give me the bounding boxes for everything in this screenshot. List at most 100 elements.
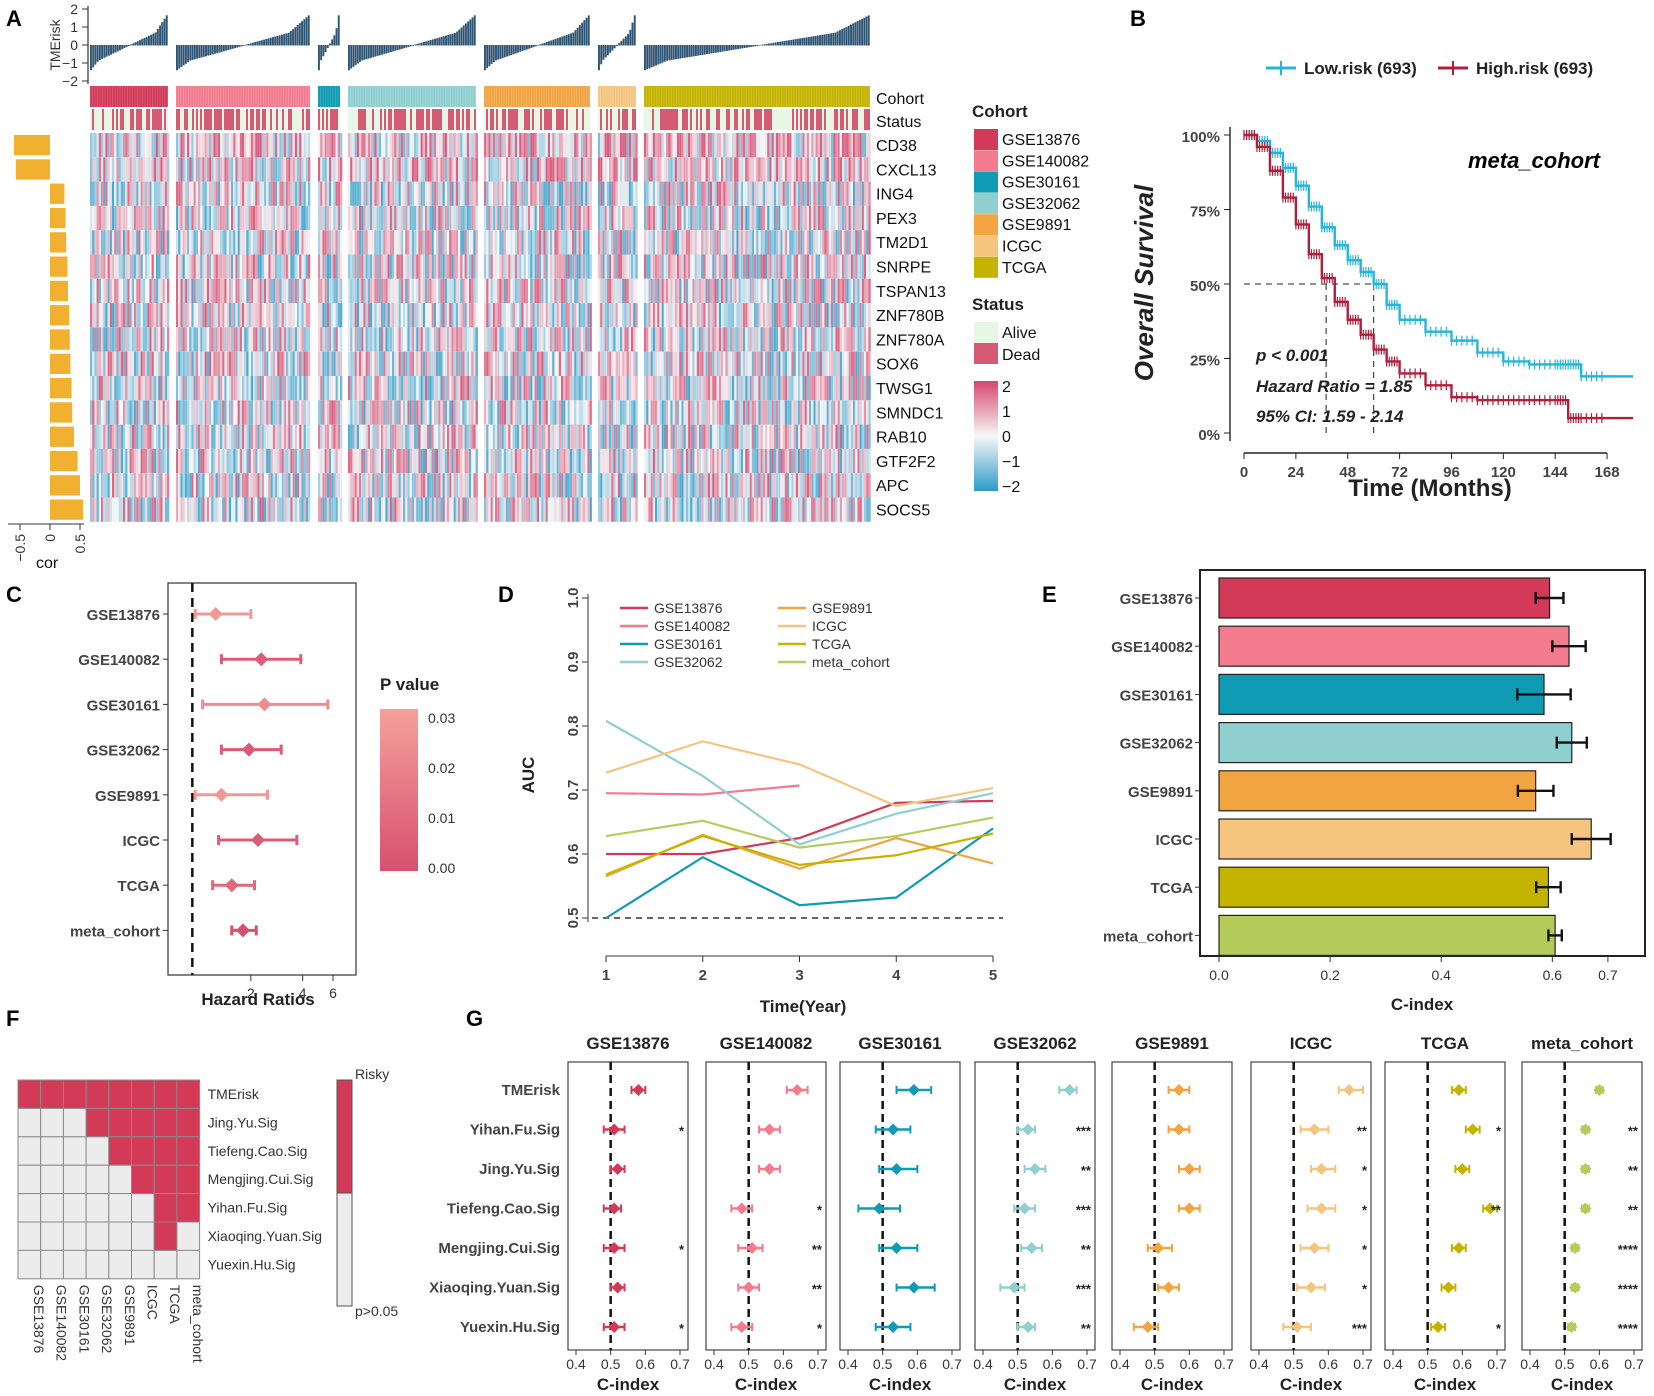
heatmap-cell bbox=[270, 254, 273, 279]
heatmap-cell bbox=[372, 133, 375, 158]
heatmap-cell bbox=[420, 254, 423, 279]
heatmap-cell-bg bbox=[503, 181, 507, 206]
heatmap-cell bbox=[469, 181, 472, 206]
heatmap-cell bbox=[462, 230, 465, 255]
heatmap-cell bbox=[644, 230, 647, 255]
heatmap-cell-bg bbox=[436, 205, 439, 231]
heatmap-cell-bg bbox=[333, 157, 336, 182]
heatmap-cell-bg bbox=[578, 133, 581, 158]
tmerisk-bar bbox=[307, 15, 310, 46]
heatmap-cell bbox=[337, 133, 341, 158]
heatmap-cell-bg bbox=[811, 181, 814, 206]
tmerisk-bar bbox=[865, 16, 868, 46]
heatmap-cell bbox=[815, 133, 818, 158]
heatmap-cell bbox=[394, 230, 397, 255]
heatmap-cell bbox=[193, 230, 196, 255]
heatmap-cell bbox=[663, 181, 667, 206]
heatmap-cell bbox=[694, 254, 697, 279]
heatmap-cell bbox=[352, 181, 355, 206]
heatmap-cell bbox=[670, 181, 673, 206]
heatmap-cell bbox=[547, 230, 551, 255]
status-cell bbox=[610, 109, 612, 130]
status-cell bbox=[570, 109, 572, 130]
heatmap-cell bbox=[648, 181, 651, 206]
heatmap-cell-bg bbox=[666, 205, 669, 231]
heatmap-cell-bg bbox=[811, 157, 814, 182]
heatmap-cell bbox=[567, 181, 570, 206]
heatmap-cell bbox=[322, 181, 325, 206]
heatmap-cell bbox=[123, 133, 126, 158]
heatmap-cell-bg bbox=[754, 205, 757, 231]
heatmap-cell bbox=[250, 133, 254, 158]
heatmap-cell bbox=[771, 205, 774, 231]
heatmap-cell bbox=[861, 157, 865, 182]
heatmap-cell-bg bbox=[811, 205, 814, 231]
heatmap-cell-bg bbox=[107, 181, 110, 206]
heatmap-cell-bg bbox=[420, 205, 423, 231]
heatmap-cell-bg bbox=[850, 205, 854, 231]
tmerisk-bar bbox=[792, 39, 795, 46]
heatmap-cell bbox=[145, 205, 148, 231]
heatmap-cell-bg bbox=[787, 157, 790, 182]
heatmap-cell bbox=[765, 230, 768, 255]
heatmap-cell-bg bbox=[839, 133, 843, 158]
tmerisk-bar bbox=[686, 45, 689, 58]
heatmap-cell-bg bbox=[383, 181, 386, 206]
heatmap-cell-bg bbox=[506, 205, 509, 231]
status-cell bbox=[452, 109, 454, 130]
heatmap-cell-bg bbox=[791, 181, 794, 206]
tmerisk-bar bbox=[552, 39, 555, 46]
tmerisk-bar bbox=[748, 45, 751, 48]
heatmap-cell bbox=[129, 181, 132, 206]
heatmap-cell bbox=[359, 157, 362, 182]
status-cell bbox=[124, 109, 126, 130]
heatmap-cell bbox=[398, 157, 401, 182]
heatmap-cell bbox=[189, 230, 192, 255]
status-cell bbox=[662, 109, 664, 130]
heatmap-cell bbox=[839, 157, 843, 182]
heatmap-cell-bg bbox=[167, 181, 170, 206]
tmerisk-bar bbox=[620, 40, 623, 46]
tmerisk-bar bbox=[721, 45, 724, 52]
heatmap-cell bbox=[264, 181, 267, 206]
tmerisk-bar bbox=[152, 33, 155, 46]
heatmap-cell-bg bbox=[495, 205, 498, 231]
heatmap-cell bbox=[460, 205, 463, 231]
heatmap-cell bbox=[644, 254, 647, 279]
heatmap-cell bbox=[657, 205, 660, 231]
heatmap-cell bbox=[141, 230, 143, 254]
heatmap-cell bbox=[235, 230, 237, 254]
heatmap-cell bbox=[751, 205, 755, 231]
heatmap-cell bbox=[519, 230, 522, 255]
heatmap-cell bbox=[394, 157, 397, 182]
status-cell bbox=[550, 109, 552, 130]
heatmap-cell bbox=[270, 230, 273, 255]
heatmap-cell bbox=[681, 206, 683, 230]
heatmap-cell-bg bbox=[326, 157, 330, 182]
heatmap-cell bbox=[811, 230, 814, 255]
heatmap-cell bbox=[857, 157, 860, 182]
status-cell bbox=[150, 109, 152, 130]
heatmap-cell-bg bbox=[235, 205, 238, 231]
heatmap-cell bbox=[826, 133, 829, 158]
heatmap-cell-bg bbox=[378, 157, 382, 182]
heatmap-cell-bg bbox=[142, 230, 146, 255]
heatmap-cell-bg bbox=[134, 157, 137, 182]
heatmap-cell bbox=[765, 133, 768, 158]
heatmap-cell-bg bbox=[659, 157, 662, 182]
heatmap-cell bbox=[455, 205, 459, 231]
heatmap-cell bbox=[320, 230, 323, 255]
heatmap-cell bbox=[438, 254, 441, 279]
heatmap-cell-bg bbox=[762, 157, 766, 182]
heatmap-cell bbox=[379, 157, 381, 181]
heatmap-cell bbox=[209, 254, 212, 279]
heatmap-cell bbox=[806, 205, 810, 231]
heatmap-cell bbox=[129, 133, 132, 158]
heatmap-cell bbox=[107, 133, 110, 158]
heatmap-cell-bg bbox=[661, 157, 664, 182]
heatmap-cell bbox=[250, 157, 254, 182]
status-cell bbox=[122, 109, 124, 130]
heatmap-cell bbox=[396, 205, 399, 231]
heatmap-cell bbox=[484, 157, 487, 182]
heatmap-cell bbox=[414, 230, 417, 255]
